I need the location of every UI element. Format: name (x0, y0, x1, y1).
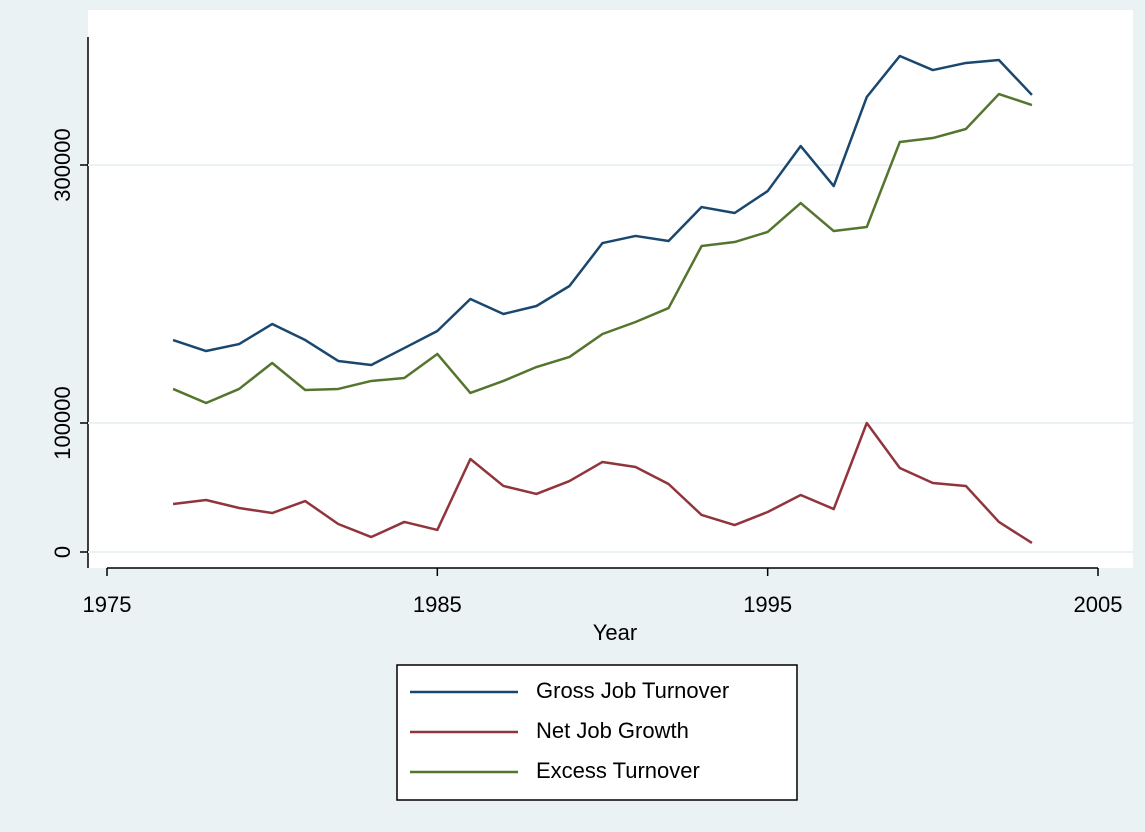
y-tick-label: 300000 (50, 128, 75, 201)
legend-label: Excess Turnover (536, 758, 700, 783)
x-tick-label: 1995 (743, 592, 792, 617)
plot-area (88, 10, 1133, 568)
x-tick-label: 2005 (1074, 592, 1123, 617)
y-tick-label: 0 (50, 546, 75, 558)
line-series (172, 92, 1033, 405)
x-tick-label: 1975 (83, 592, 132, 617)
legend-label: Gross Job Turnover (536, 678, 729, 703)
line-series (172, 421, 1033, 545)
x-axis-label: Year (593, 620, 637, 645)
legend-label: Net Job Growth (536, 718, 689, 743)
x-tick-label: 1985 (413, 592, 462, 617)
line-series (172, 54, 1033, 367)
y-tick-label: 100000 (50, 386, 75, 459)
